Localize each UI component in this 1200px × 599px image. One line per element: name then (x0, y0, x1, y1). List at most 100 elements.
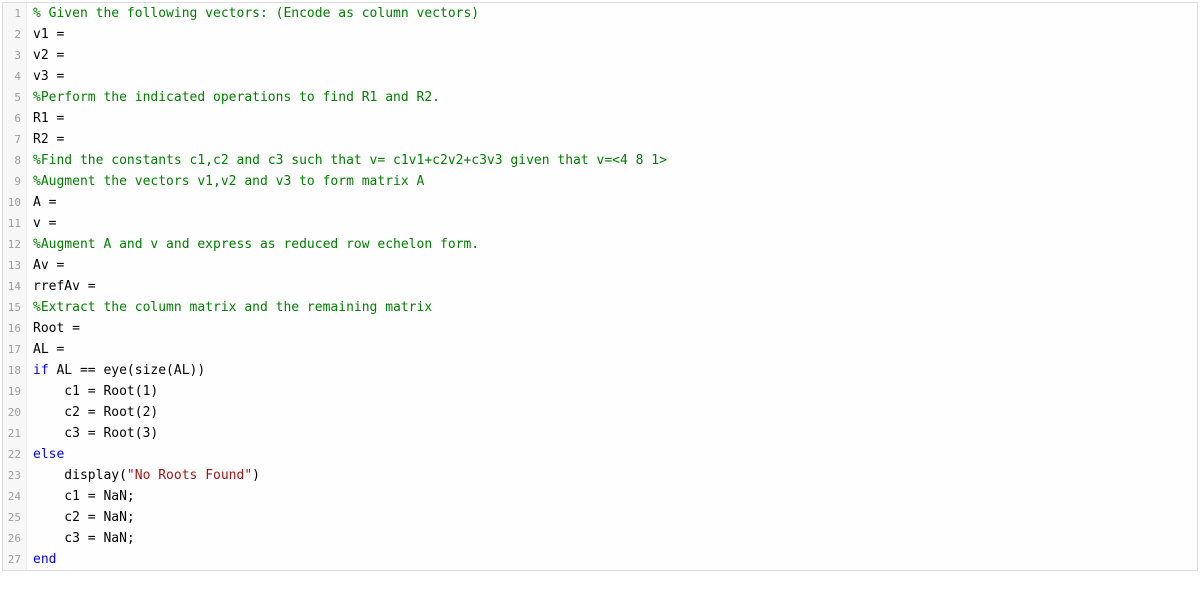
code-content[interactable]: %Find the constants c1,c2 and c3 such th… (27, 150, 667, 171)
code-content[interactable]: %Augment the vectors v1,v2 and v3 to for… (27, 171, 424, 192)
line-number: 23 (3, 465, 27, 486)
line-number: 6 (3, 108, 27, 129)
line-number: 13 (3, 255, 27, 276)
token-default: c2 = Root(2) (33, 405, 158, 420)
token-default: v2 = (33, 48, 72, 63)
token-default: display( (33, 468, 127, 483)
token-comment: %Perform the indicated operations to fin… (33, 90, 440, 105)
code-content[interactable]: c1 = NaN; (27, 486, 135, 507)
token-default: AL == eye(size(AL)) (49, 363, 206, 378)
code-content[interactable]: c3 = NaN; (27, 528, 135, 549)
token-keyword: if (33, 363, 49, 378)
code-line[interactable]: 24 c1 = NaN; (3, 486, 1197, 507)
code-content[interactable]: c2 = NaN; (27, 507, 135, 528)
token-keyword: else (33, 447, 64, 462)
code-line[interactable]: 12%Augment A and v and express as reduce… (3, 234, 1197, 255)
code-line[interactable]: 26 c3 = NaN; (3, 528, 1197, 549)
token-comment: %Extract the column matrix and the remai… (33, 300, 432, 315)
code-content[interactable]: else (27, 444, 64, 465)
code-line[interactable]: 1 % Given the following vectors: (Encode … (3, 3, 1197, 24)
token-string: "No Roots Found" (127, 468, 252, 483)
token-default: v3 = (33, 69, 72, 84)
code-line[interactable]: 8%Find the constants c1,c2 and c3 such t… (3, 150, 1197, 171)
code-line[interactable]: 5 %Perform the indicated operations to fi… (3, 87, 1197, 108)
code-content[interactable]: v1 = (27, 24, 72, 45)
token-default: Root = (33, 321, 88, 336)
line-number: 4 (3, 66, 27, 87)
code-line[interactable]: 11 v = (3, 213, 1197, 234)
code-line[interactable]: 3 v2 = (3, 45, 1197, 66)
token-default: c1 = NaN; (33, 489, 135, 504)
token-default: c2 = NaN; (33, 510, 135, 525)
code-line[interactable]: 2v1 = (3, 24, 1197, 45)
line-number: 19 (3, 381, 27, 402)
code-content[interactable]: v3 = (27, 66, 72, 87)
code-line[interactable]: 14 rrefAv = (3, 276, 1197, 297)
code-content[interactable]: R2 = (27, 129, 72, 150)
code-content[interactable]: v2 = (27, 45, 72, 66)
code-content[interactable]: c3 = Root(3) (27, 423, 158, 444)
code-content[interactable]: v = (27, 213, 64, 234)
code-line[interactable]: 10A = (3, 192, 1197, 213)
token-default: c1 = Root(1) (33, 384, 158, 399)
code-line[interactable]: 25 c2 = NaN; (3, 507, 1197, 528)
code-content[interactable]: %Perform the indicated operations to fin… (27, 87, 440, 108)
line-number: 12 (3, 234, 27, 255)
code-line[interactable]: 21 c3 = Root(3) (3, 423, 1197, 444)
line-number: 3 (3, 45, 27, 66)
line-number: 22 (3, 444, 27, 465)
token-default: rrefAv = (33, 279, 103, 294)
code-content[interactable]: AL = (27, 339, 72, 360)
code-content[interactable]: %Extract the column matrix and the remai… (27, 297, 432, 318)
line-number: 1 (3, 3, 27, 24)
code-line[interactable]: 22 else (3, 444, 1197, 465)
line-number: 26 (3, 528, 27, 549)
line-number: 15 (3, 297, 27, 318)
code-content[interactable]: % Given the following vectors: (Encode a… (27, 3, 479, 24)
line-number: 5 (3, 87, 27, 108)
token-comment: % Given the following vectors: (Encode a… (33, 6, 479, 21)
code-content[interactable]: display("No Roots Found") (27, 465, 260, 486)
code-content[interactable]: Root = (27, 318, 88, 339)
code-line[interactable]: 16 Root = (3, 318, 1197, 339)
code-content[interactable]: if AL == eye(size(AL)) (27, 360, 205, 381)
line-number: 20 (3, 402, 27, 423)
code-content[interactable]: rrefAv = (27, 276, 103, 297)
code-content[interactable]: R1 = (27, 108, 72, 129)
line-number: 11 (3, 213, 27, 234)
line-number: 24 (3, 486, 27, 507)
line-number: 18 (3, 360, 27, 381)
code-content[interactable]: A = (27, 192, 64, 213)
code-content[interactable]: %Augment A and v and express as reduced … (27, 234, 479, 255)
code-line[interactable]: 6 R1 = (3, 108, 1197, 129)
code-line[interactable]: 20 c2 = Root(2) (3, 402, 1197, 423)
token-default: v = (33, 216, 64, 231)
code-line[interactable]: 17AL = (3, 339, 1197, 360)
code-editor[interactable]: 1 % Given the following vectors: (Encode … (2, 2, 1198, 571)
code-line[interactable]: 19 c1 = Root(1) (3, 381, 1197, 402)
code-content[interactable]: c1 = Root(1) (27, 381, 158, 402)
code-line[interactable]: 7 R2 = (3, 129, 1197, 150)
line-number: 9 (3, 171, 27, 192)
code-content[interactable]: end (27, 549, 56, 570)
code-line[interactable]: 9%Augment the vectors v1,v2 and v3 to fo… (3, 171, 1197, 192)
line-number: 16 (3, 318, 27, 339)
line-number: 7 (3, 129, 27, 150)
code-line[interactable]: 13 Av = (3, 255, 1197, 276)
code-line[interactable]: 15 %Extract the column matrix and the rem… (3, 297, 1197, 318)
token-default: R1 = (33, 111, 72, 126)
code-line[interactable]: 23 display("No Roots Found") (3, 465, 1197, 486)
code-content[interactable]: c2 = Root(2) (27, 402, 158, 423)
token-default: Av = (33, 258, 72, 273)
token-default: ) (252, 468, 260, 483)
line-number: 27 (3, 549, 27, 570)
token-default: v1 = (33, 27, 72, 42)
code-line[interactable]: 4 v3 = (3, 66, 1197, 87)
code-line[interactable]: 18if AL == eye(size(AL)) (3, 360, 1197, 381)
line-number: 14 (3, 276, 27, 297)
token-default: R2 = (33, 132, 72, 147)
code-content[interactable]: Av = (27, 255, 72, 276)
token-keyword: end (33, 552, 56, 567)
code-line[interactable]: 27 end (3, 549, 1197, 570)
line-number: 21 (3, 423, 27, 444)
